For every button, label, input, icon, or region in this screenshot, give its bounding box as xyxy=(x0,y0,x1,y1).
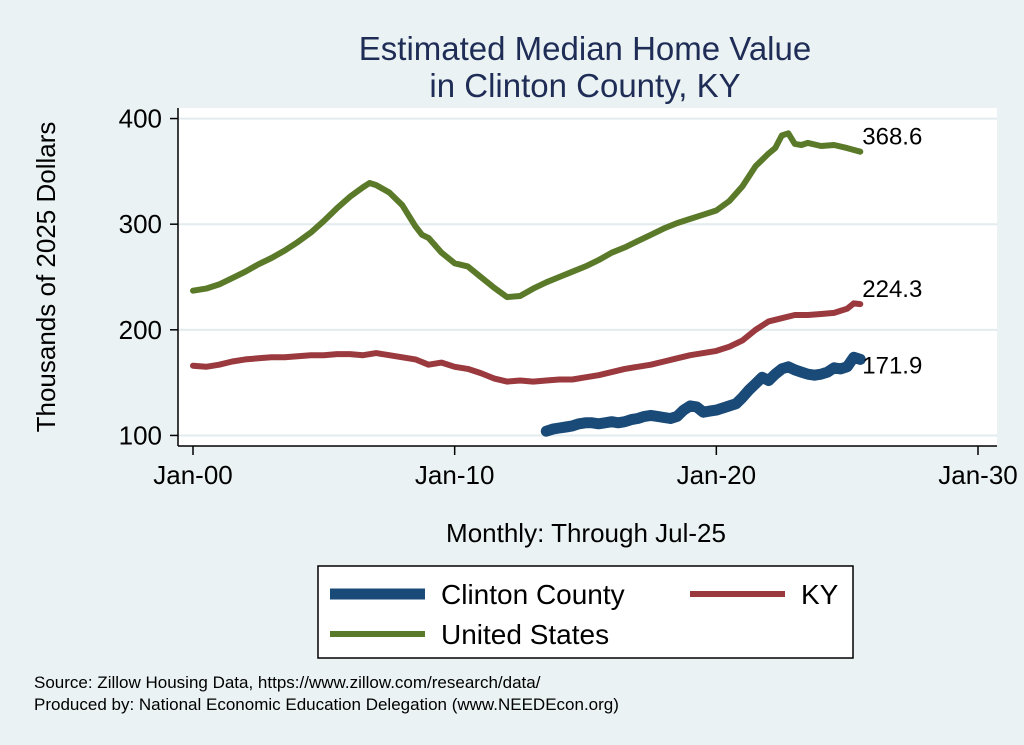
source-note: Source: Zillow Housing Data, https://www… xyxy=(34,673,541,692)
x-tick-label-jan-00: Jan-00 xyxy=(153,460,233,490)
grid-layer xyxy=(178,117,997,437)
y-tick-label-100: 100 xyxy=(119,420,162,450)
end-label-united-states: 368.6 xyxy=(862,124,922,151)
legend: Clinton County KY United States xyxy=(317,565,854,659)
chart-title: Estimated Median Home Value xyxy=(359,30,811,67)
legend-box xyxy=(317,565,854,659)
x-axis-title: Monthly: Through Jul-25 xyxy=(446,518,726,548)
x-tick-label-jan-20: Jan-20 xyxy=(677,460,757,490)
end-label-ky: 224.3 xyxy=(862,276,922,303)
series-layer xyxy=(190,130,866,437)
end-label-clinton-county: 171.9 xyxy=(862,352,922,379)
x-tick-label-jan-30: Jan-30 xyxy=(938,460,1018,490)
y-axis-title: Thousands of 2025 Dollars xyxy=(31,122,61,433)
plot-area xyxy=(178,108,997,446)
legend-label-clinton-county: Clinton County xyxy=(441,579,625,610)
label-layer: 171.9 224.3 368.6 xyxy=(862,124,922,380)
series-line-united-states xyxy=(190,130,864,301)
producer-note: Produced by: National Economic Education… xyxy=(34,695,619,714)
y-tick-label-300: 300 xyxy=(119,209,162,239)
y-tick-label-400: 400 xyxy=(119,104,162,134)
chart-subtitle: in Clinton County, KY xyxy=(429,67,740,104)
axis-layer: 100 200 300 400 Jan-00 Jan-10 Jan-20 Jan-30 xyxy=(119,104,1018,490)
legend-label-ky: KY xyxy=(801,579,839,610)
y-tick-label-200: 200 xyxy=(119,315,162,345)
series-line-clinton-county xyxy=(540,351,866,437)
legend-label-united-states: United States xyxy=(441,619,609,650)
series-line-ky xyxy=(190,300,864,385)
x-tick-label-jan-10: Jan-10 xyxy=(415,460,495,490)
